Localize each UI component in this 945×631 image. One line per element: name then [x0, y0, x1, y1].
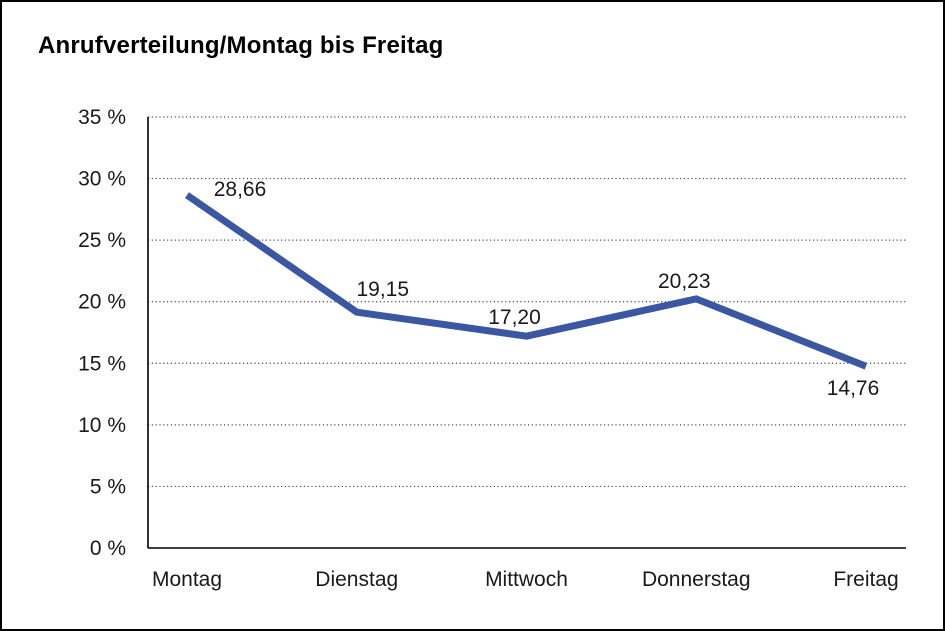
data-point-label: 28,66	[214, 178, 267, 201]
data-point-label: 20,23	[658, 270, 711, 293]
y-tick-label: 15 %	[78, 352, 126, 375]
x-tick-label: Freitag	[833, 568, 898, 591]
chart-title: Anrufverteilung/Montag bis Freitag	[38, 32, 444, 59]
x-tick-label: Montag	[152, 568, 222, 591]
data-line	[185, 192, 868, 370]
data-point-label: 19,15	[356, 278, 409, 301]
y-tick-label: 5 %	[90, 475, 126, 498]
y-tick-label: 10 %	[78, 414, 126, 437]
data-point-label: 14,76	[827, 377, 880, 400]
x-tick-label: Donnerstag	[642, 568, 751, 591]
y-tick-label: 20 %	[78, 291, 126, 314]
y-tick-label: 30 %	[78, 168, 126, 191]
x-tick-label: Dienstag	[315, 568, 398, 591]
data-point-label: 17,20	[488, 306, 541, 329]
y-tick-label: 35 %	[78, 106, 126, 129]
x-tick-label: Mittwoch	[485, 568, 568, 591]
y-tick-label: 25 %	[78, 229, 126, 252]
y-tick-label: 0 %	[90, 537, 126, 560]
